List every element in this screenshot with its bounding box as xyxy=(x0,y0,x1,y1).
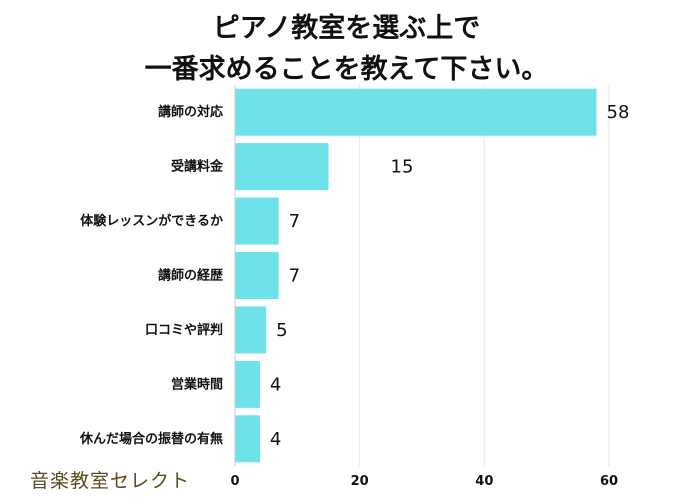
value-label-5: 4 xyxy=(270,374,281,395)
bar-0 xyxy=(235,88,597,136)
value-label-6: 4 xyxy=(270,429,281,450)
category-label-4: 口コミや評判 xyxy=(145,322,223,338)
brand-logo-text: 音楽教室セレクト xyxy=(30,470,191,492)
value-label-0: 58 xyxy=(607,102,630,123)
value-label-4: 5 xyxy=(276,320,287,341)
category-label-1: 受講料金 xyxy=(171,159,224,175)
value-label-2: 7 xyxy=(289,211,300,232)
bar-1 xyxy=(235,143,329,191)
x-tick-label-3: 60 xyxy=(600,474,618,489)
bar-6 xyxy=(235,415,260,463)
chart-title-line-1: ピアノ教室を選ぶ上で xyxy=(212,13,481,44)
category-label-5: 営業時間 xyxy=(171,376,223,392)
category-label-0: 講師の対応 xyxy=(158,104,223,120)
category-label-6: 休んだ場合の振替の有無 xyxy=(79,431,223,447)
value-label-3: 7 xyxy=(289,266,300,287)
bar-5 xyxy=(235,360,260,408)
bar-2 xyxy=(235,197,279,245)
bar-4 xyxy=(235,306,267,354)
chart-title-line-2: 一番求めることを教えて下さい。 xyxy=(144,54,549,85)
bar-3 xyxy=(235,252,279,299)
x-tick-label-1: 20 xyxy=(351,474,369,489)
category-label-3: 講師の経歴 xyxy=(158,268,223,284)
x-tick-label-2: 40 xyxy=(475,474,493,489)
value-label-1: 15 xyxy=(391,157,414,178)
category-label-2: 体験レッスンができるか xyxy=(80,213,223,229)
x-tick-label-0: 0 xyxy=(230,474,239,489)
